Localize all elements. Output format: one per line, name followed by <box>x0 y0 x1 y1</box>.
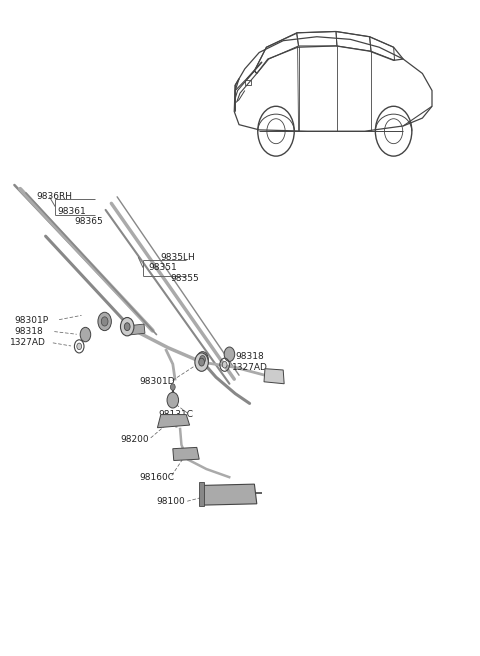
Polygon shape <box>264 369 284 384</box>
Text: 98351: 98351 <box>149 263 178 272</box>
Text: 9835LH: 9835LH <box>161 253 195 262</box>
Text: 98131C: 98131C <box>158 410 193 419</box>
Polygon shape <box>202 484 257 505</box>
Text: 98318: 98318 <box>14 327 43 336</box>
Circle shape <box>197 352 208 367</box>
Text: 98301D: 98301D <box>139 377 175 386</box>
Circle shape <box>195 353 208 371</box>
Text: 1327AD: 1327AD <box>10 338 46 347</box>
Polygon shape <box>126 324 145 335</box>
Polygon shape <box>199 482 204 506</box>
Text: 9836RH: 9836RH <box>36 192 72 201</box>
Circle shape <box>80 327 91 342</box>
Polygon shape <box>173 447 199 461</box>
Text: 98200: 98200 <box>120 435 149 444</box>
Text: 98365: 98365 <box>74 217 103 226</box>
Circle shape <box>77 343 82 350</box>
Circle shape <box>167 392 179 408</box>
Text: 98318: 98318 <box>235 352 264 361</box>
Text: 98355: 98355 <box>170 274 199 283</box>
Circle shape <box>120 318 134 336</box>
Circle shape <box>124 323 130 331</box>
Circle shape <box>222 361 227 368</box>
Text: 98160C: 98160C <box>139 473 174 482</box>
Text: 98361: 98361 <box>58 207 86 216</box>
Polygon shape <box>157 415 190 428</box>
Circle shape <box>224 347 235 361</box>
Circle shape <box>98 312 111 331</box>
Text: 1327AD: 1327AD <box>232 363 268 372</box>
Text: 98100: 98100 <box>156 497 185 506</box>
Text: 98301P: 98301P <box>14 316 48 325</box>
Circle shape <box>101 317 108 326</box>
Circle shape <box>199 358 204 366</box>
Circle shape <box>170 384 175 390</box>
Circle shape <box>200 356 205 363</box>
